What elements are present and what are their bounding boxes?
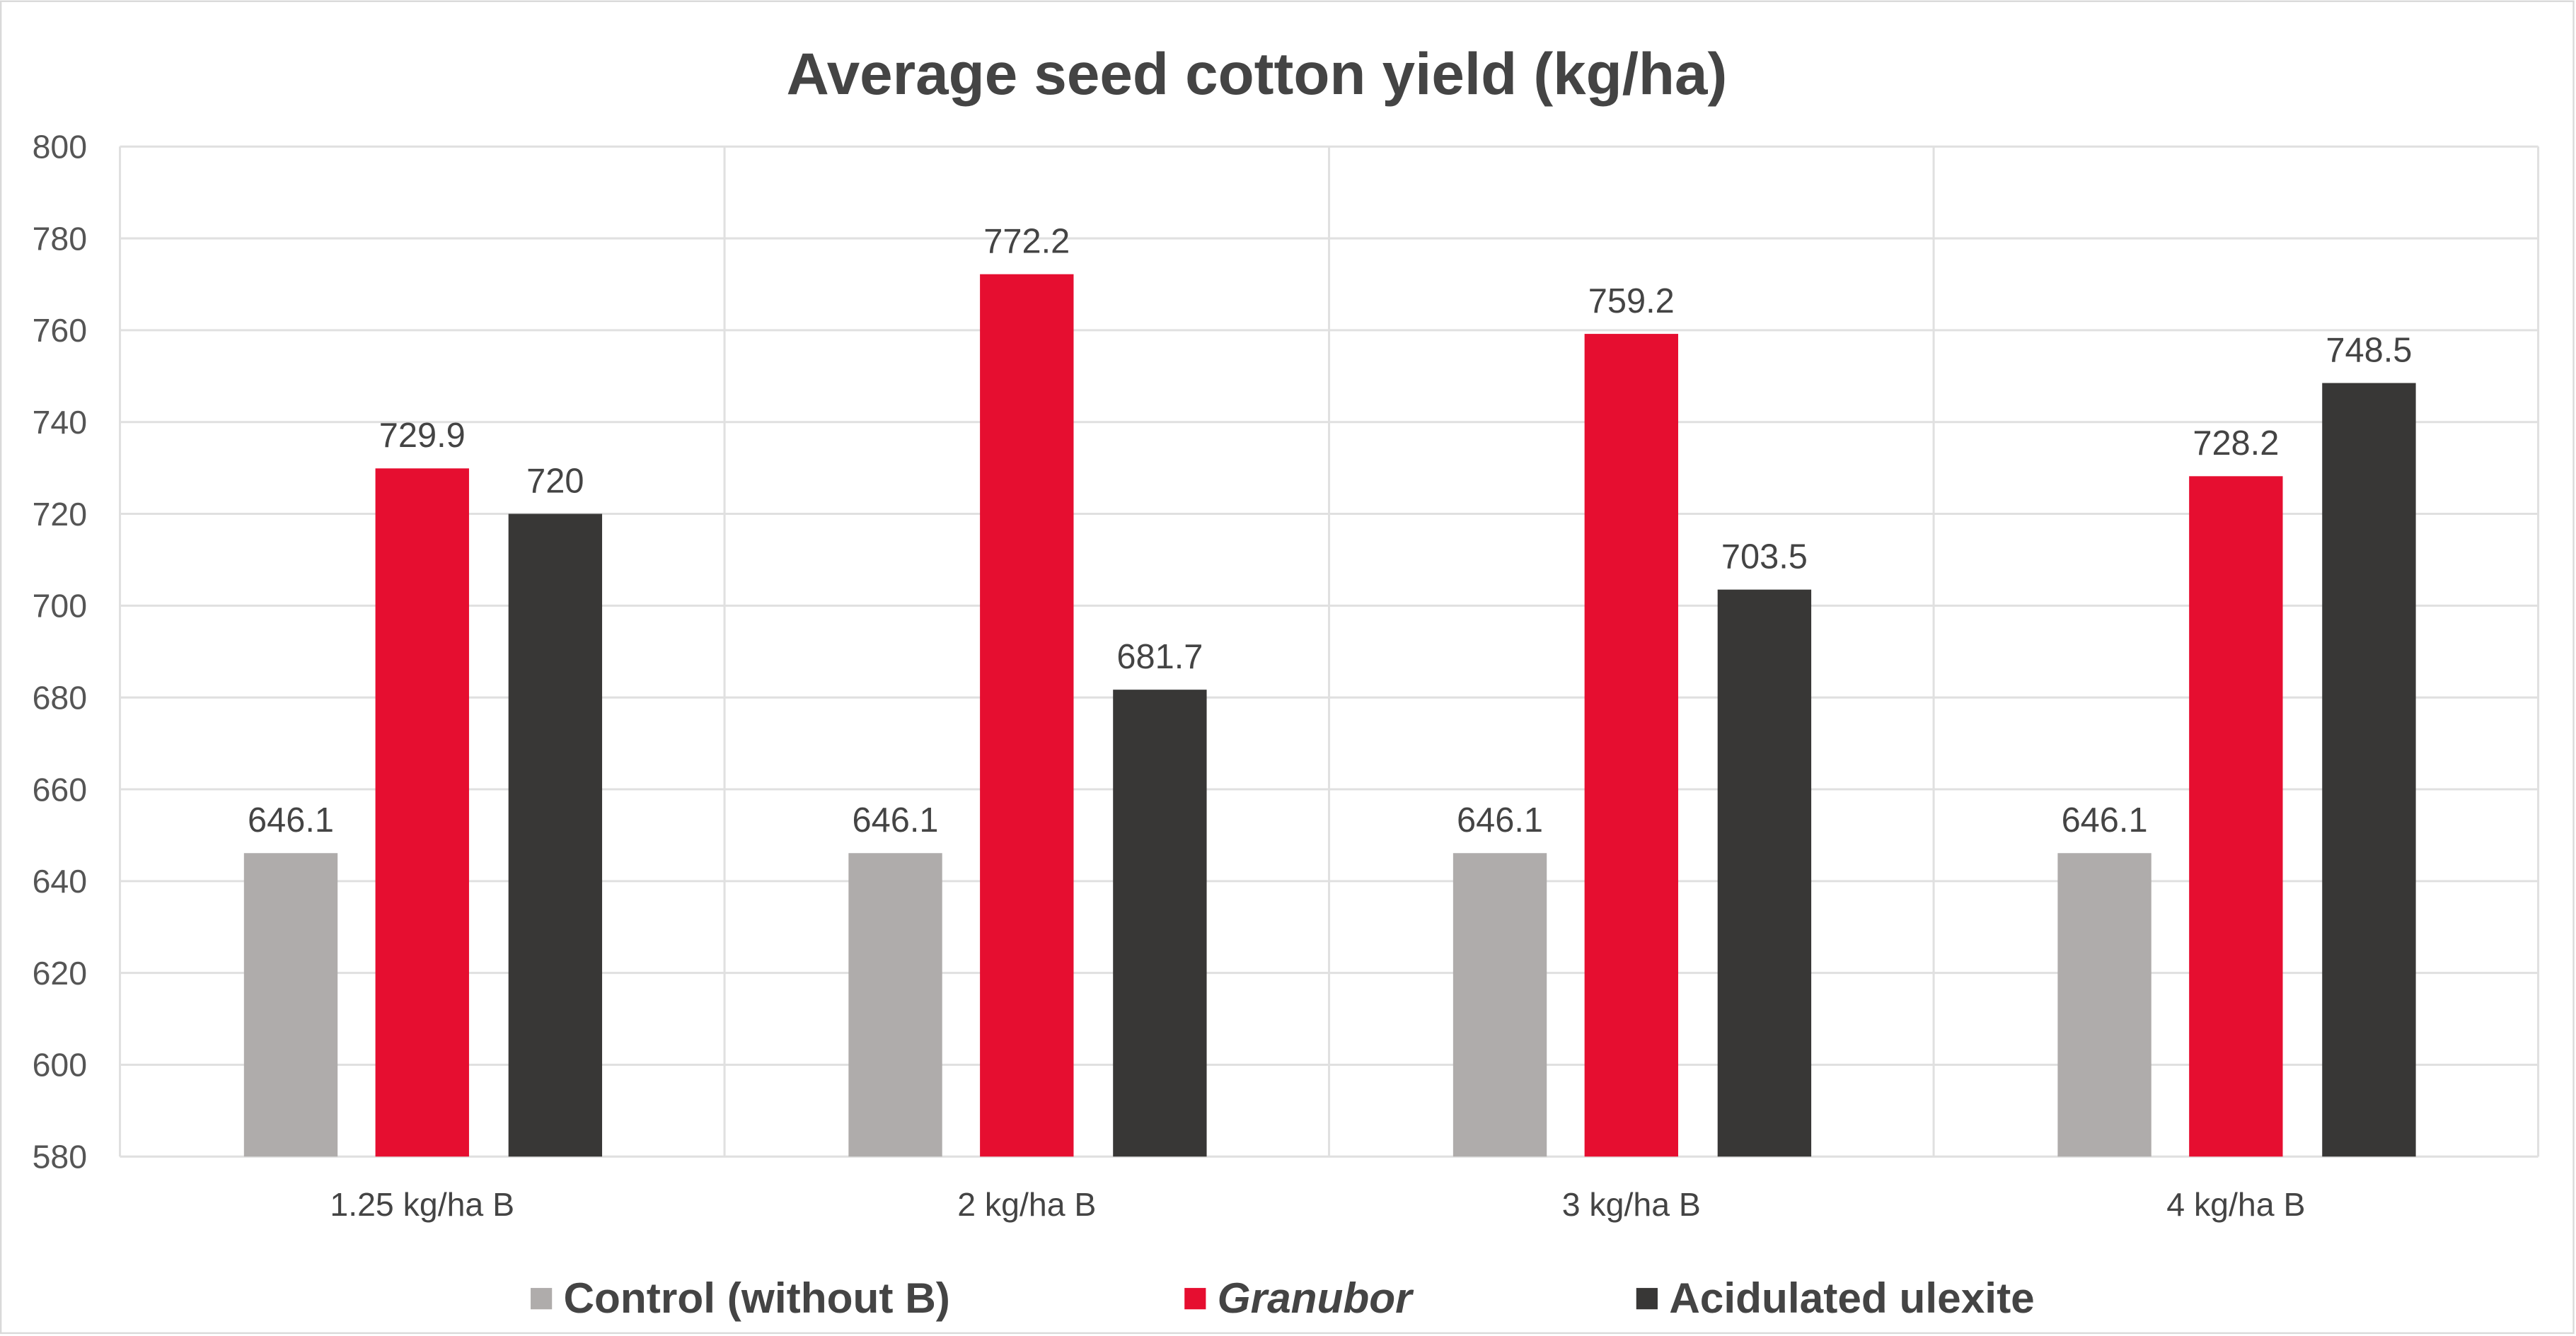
bar-acidulated-ulexite xyxy=(508,513,603,1157)
y-axis: 580 600 620 640 660 680 700 720 740 760 780 800 xyxy=(33,128,87,1175)
y-tick-label: 780 xyxy=(33,220,87,257)
bar-granubor xyxy=(980,274,1074,1157)
y-tick-label: 660 xyxy=(33,771,87,808)
y-tick-label: 700 xyxy=(33,588,87,625)
y-tick-label: 580 xyxy=(33,1139,87,1175)
y-tick-label: 760 xyxy=(33,312,87,349)
bar-acidulated-ulexite xyxy=(2322,383,2416,1157)
chart-title: Average seed cotton yield (kg/ha) xyxy=(786,40,1727,107)
bar-control-without-b xyxy=(848,853,942,1157)
data-label: 646.1 xyxy=(853,801,939,840)
data-label: 729.9 xyxy=(379,417,466,455)
y-tick-label: 800 xyxy=(33,128,87,165)
data-label: 646.1 xyxy=(2062,801,2148,840)
x-axis: 1.25 kg/ha B 2 kg/ha B 3 kg/ha B 4 kg/ha B xyxy=(330,1186,2305,1223)
bar-control-without-b xyxy=(243,853,338,1157)
bar-acidulated-ulexite xyxy=(1113,690,1207,1157)
bar-granubor xyxy=(1584,334,1678,1157)
x-tick-label: 4 kg/ha B xyxy=(2166,1186,2305,1223)
x-tick-label: 2 kg/ha B xyxy=(957,1186,1096,1223)
bar-acidulated-ulexite xyxy=(1717,589,1812,1157)
data-label: 646.1 xyxy=(248,801,334,840)
legend-label: Granubor xyxy=(1218,1274,1414,1322)
x-tick-label: 3 kg/ha B xyxy=(1562,1186,1701,1223)
y-tick-label: 600 xyxy=(33,1047,87,1084)
data-label: 703.5 xyxy=(1721,538,1808,576)
x-tick-label: 1.25 kg/ha B xyxy=(330,1186,514,1223)
data-label: 772.2 xyxy=(983,223,1070,261)
y-tick-label: 740 xyxy=(33,404,87,441)
legend-label: Control (without B) xyxy=(563,1274,949,1322)
legend-label: Acidulated ulexite xyxy=(1669,1274,2035,1322)
bar-granubor xyxy=(375,468,469,1157)
data-label: 720 xyxy=(526,462,584,500)
bar-control-without-b xyxy=(2057,853,2152,1157)
y-tick-label: 640 xyxy=(33,863,87,900)
bars: 646.1 729.9 720 646.1 772.2 681.7 646.1 759.2 70… xyxy=(243,223,2416,1157)
data-label: 646.1 xyxy=(1457,801,1543,840)
bar-granubor xyxy=(2189,476,2283,1157)
data-label: 681.7 xyxy=(1116,638,1203,676)
data-label: 748.5 xyxy=(2326,331,2412,369)
legend-swatch xyxy=(531,1288,553,1310)
y-tick-label: 720 xyxy=(33,496,87,533)
y-tick-label: 680 xyxy=(33,679,87,716)
data-label: 759.2 xyxy=(1588,282,1675,320)
legend: Control (without B) Granubor Acidulated ul… xyxy=(531,1274,2035,1322)
bar-control-without-b xyxy=(1452,853,1547,1157)
legend-swatch xyxy=(1636,1288,1658,1310)
legend-swatch xyxy=(1184,1288,1206,1310)
y-tick-label: 620 xyxy=(33,955,87,992)
data-label: 728.2 xyxy=(2193,424,2279,463)
